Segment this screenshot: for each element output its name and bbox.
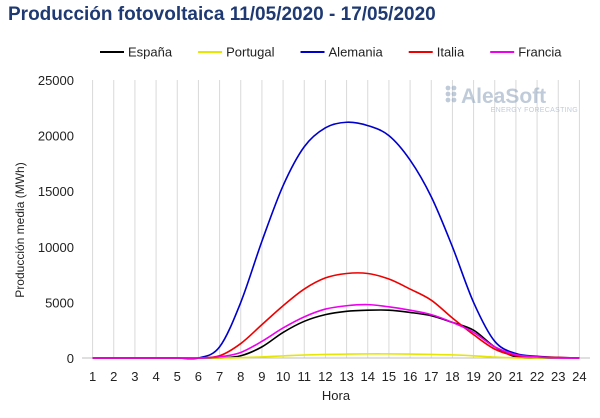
legend-label: Portugal bbox=[226, 45, 275, 60]
x-tick-label: 10 bbox=[276, 369, 290, 384]
legend-label: España bbox=[128, 45, 173, 60]
x-tick-label: 2 bbox=[110, 369, 117, 384]
x-tick-label: 13 bbox=[339, 369, 353, 384]
x-tick-label: 3 bbox=[131, 369, 138, 384]
y-tick-label: 10000 bbox=[38, 240, 74, 255]
legend-item-francia: Francia bbox=[490, 45, 562, 60]
x-tick-label: 4 bbox=[152, 369, 159, 384]
y-axis: 0 5000 10000 15000 20000 25000 bbox=[38, 73, 74, 366]
x-tick-label: 19 bbox=[466, 369, 480, 384]
legend: España Portugal Alemania Italia Francia bbox=[100, 45, 562, 60]
x-tick-label: 16 bbox=[403, 369, 417, 384]
watermark-brand: AleaSoft bbox=[461, 85, 546, 108]
x-tick-label: 12 bbox=[318, 369, 332, 384]
x-tick-label: 15 bbox=[382, 369, 396, 384]
x-axis-label: Hora bbox=[322, 388, 351, 403]
legend-item-alemania: Alemania bbox=[300, 45, 384, 60]
x-tick-label: 8 bbox=[237, 369, 244, 384]
legend-label: Alemania bbox=[329, 45, 384, 60]
x-tick-label: 22 bbox=[530, 369, 544, 384]
legend-item-portugal: Portugal bbox=[198, 45, 275, 60]
legend-item-italia: Italia bbox=[408, 45, 465, 60]
x-axis: 1 2 3 4 5 6 7 8 9 10 11 12 13 14 15 16 17 18 19 20 21 22 23 24 bbox=[89, 369, 587, 384]
x-tick-label: 24 bbox=[572, 369, 586, 384]
x-tick-label: 5 bbox=[174, 369, 181, 384]
x-tick-label: 18 bbox=[445, 369, 459, 384]
watermark: AleaSoft ENERGY FORECASTING bbox=[445, 85, 578, 114]
legend-label: Italia bbox=[437, 45, 465, 60]
x-tick-label: 23 bbox=[551, 369, 565, 384]
x-tick-label: 9 bbox=[258, 369, 265, 384]
y-tick-label: 0 bbox=[67, 351, 74, 366]
grid-lines bbox=[82, 80, 590, 359]
x-tick-label: 17 bbox=[424, 369, 438, 384]
x-tick-label: 14 bbox=[361, 369, 375, 384]
series-line-alemania bbox=[92, 121, 580, 360]
legend-label: Francia bbox=[518, 45, 562, 60]
y-tick-label: 15000 bbox=[38, 184, 74, 199]
x-tick-label: 21 bbox=[509, 369, 523, 384]
x-tick-label: 11 bbox=[298, 369, 312, 384]
x-tick-label: 6 bbox=[195, 369, 202, 384]
series-line-francia bbox=[92, 303, 580, 359]
y-tick-label: 5000 bbox=[45, 295, 74, 310]
y-axis-label: Producción media (MWh) bbox=[13, 162, 27, 297]
x-tick-label: 1 bbox=[89, 369, 96, 384]
series-line-italia bbox=[92, 272, 580, 359]
aleasoft-logo-icon bbox=[445, 85, 457, 103]
chart-title: Producción fotovoltaica 11/05/2020 - 17/… bbox=[8, 4, 436, 25]
x-tick-label: 7 bbox=[216, 369, 223, 384]
y-tick-label: 20000 bbox=[38, 129, 74, 144]
legend-item-españa: España bbox=[100, 45, 173, 60]
y-tick-label: 25000 bbox=[38, 73, 74, 88]
x-tick-label: 20 bbox=[488, 369, 502, 384]
series-lines bbox=[92, 121, 580, 360]
watermark-tagline: ENERGY FORECASTING bbox=[491, 107, 578, 114]
